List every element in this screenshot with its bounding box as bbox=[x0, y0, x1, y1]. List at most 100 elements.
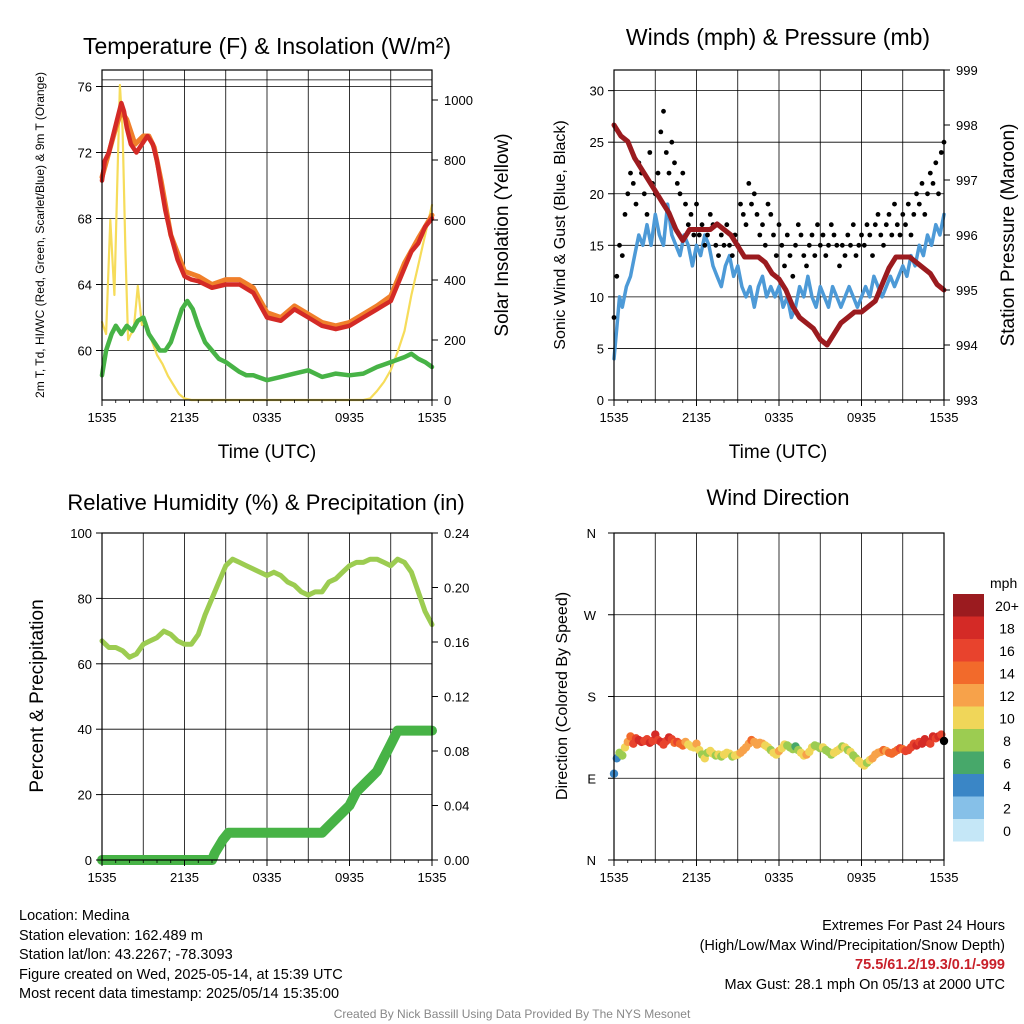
x-tick-label: 0935 bbox=[335, 410, 364, 425]
colorbar-swatch bbox=[953, 661, 984, 684]
colorbar-label: 12 bbox=[999, 688, 1015, 704]
gust-point bbox=[801, 253, 807, 258]
winds-y2-label: Station Pressure (Maroon) bbox=[998, 124, 1019, 347]
winds-x-label: Time (UTC) bbox=[729, 442, 828, 463]
gust-point bbox=[628, 170, 633, 176]
gust-point bbox=[933, 160, 939, 166]
gust-point bbox=[900, 212, 906, 217]
gust-point bbox=[749, 201, 754, 207]
gust-point bbox=[768, 212, 774, 217]
9m-t-line bbox=[99, 108, 435, 329]
station-pressure-line bbox=[611, 122, 947, 348]
y-tick-label: 30 bbox=[590, 84, 604, 99]
extremes-info: Extremes For Past 24 Hours (High/Low/Max… bbox=[700, 917, 1005, 995]
gust-point bbox=[672, 160, 677, 166]
gust-point bbox=[927, 170, 933, 176]
gust-point bbox=[820, 232, 826, 238]
y2-tick-label: 998 bbox=[956, 118, 978, 133]
gust-point bbox=[625, 191, 631, 197]
gust-point bbox=[663, 150, 669, 155]
gust-point bbox=[892, 201, 897, 207]
gust-point bbox=[738, 201, 743, 207]
y2-tick-label: 993 bbox=[956, 393, 978, 408]
gust-point bbox=[875, 212, 881, 217]
gust-point bbox=[804, 263, 809, 269]
x-tick-label: 2135 bbox=[170, 870, 199, 885]
gust-point bbox=[630, 181, 636, 186]
x-tick-label: 1535 bbox=[930, 870, 959, 885]
gust-point bbox=[883, 222, 889, 228]
y2-tick-label: 0.16 bbox=[444, 635, 469, 650]
station-latlon: Station lat/lon: 43.2267; -78.3093 bbox=[19, 947, 233, 963]
wind-direction-title: Wind Direction bbox=[706, 485, 849, 510]
gust-point bbox=[839, 242, 845, 248]
y-tick-label: 20 bbox=[590, 187, 604, 202]
gust-point bbox=[870, 253, 875, 258]
x-tick-label: 0335 bbox=[765, 410, 794, 425]
gust-point bbox=[936, 191, 941, 197]
y2-tick-label: 400 bbox=[444, 273, 466, 288]
y2-tick-label: 1000 bbox=[444, 93, 473, 108]
gust-point bbox=[617, 242, 622, 248]
gust-point bbox=[691, 232, 697, 238]
gust-point bbox=[872, 222, 878, 228]
colorbar-label: 16 bbox=[999, 643, 1015, 659]
direction-point bbox=[692, 739, 701, 748]
direction-point bbox=[618, 751, 627, 760]
gust-point bbox=[655, 170, 661, 176]
x-tick-label: 0335 bbox=[253, 410, 282, 425]
gust-point bbox=[680, 170, 686, 176]
y-tick-label: 0 bbox=[85, 853, 92, 868]
y-tick-label: 72 bbox=[78, 146, 92, 161]
temperature-y-label: 2m T, Td, HI/WC (Red, Green, Scarlet/Blu… bbox=[33, 72, 47, 398]
gust-point bbox=[859, 232, 864, 238]
y2-tick-label: 200 bbox=[444, 333, 466, 348]
gust-point bbox=[842, 253, 848, 258]
winds-ticks: 1535 2135 0335 0935 1535 0 5 10 15 20 25 30 993 994 99… bbox=[590, 63, 978, 425]
gust-point bbox=[793, 242, 798, 248]
gust-point bbox=[729, 253, 735, 258]
y-tick-label: 60 bbox=[78, 657, 92, 672]
gust-point bbox=[911, 212, 917, 217]
temperature-x-label: Time (UTC) bbox=[218, 442, 317, 463]
x-tick-label: 1535 bbox=[600, 410, 629, 425]
gust-point bbox=[707, 212, 713, 217]
gust-point bbox=[644, 212, 650, 217]
gust-point bbox=[850, 222, 856, 228]
gust-point bbox=[760, 222, 765, 228]
colorbar-swatch bbox=[953, 639, 984, 662]
gust-point bbox=[856, 242, 862, 248]
gust-point bbox=[641, 191, 647, 197]
gust-point bbox=[757, 232, 763, 238]
y2-tick-label: 800 bbox=[444, 153, 466, 168]
gust-point bbox=[834, 242, 840, 248]
colorbar-swatch bbox=[953, 819, 984, 842]
colorbar-label: 4 bbox=[1003, 778, 1011, 794]
gust-point bbox=[790, 273, 796, 279]
gust-point bbox=[776, 222, 782, 228]
winds-panel: 1535 2135 0335 0935 1535 0 5 10 15 20 25 30 993 994 99… bbox=[552, 24, 1019, 463]
y2-tick-label: 996 bbox=[956, 228, 978, 243]
y2-tick-label: 0.24 bbox=[444, 526, 469, 541]
wind-direction-panel: 1535 2135 0335 0935 1535 N E S W N Wind Direction… bbox=[554, 485, 1019, 885]
x-tick-label: 1535 bbox=[88, 870, 117, 885]
winds-grid bbox=[614, 70, 944, 400]
temperature-grid bbox=[102, 70, 432, 400]
humidity-ticks: 1535 2135 0335 0935 1535 0 20 40 60 80 100 0.00 0.04… bbox=[70, 526, 469, 885]
y2-tick-label: 0.04 bbox=[444, 799, 469, 814]
y-tick-label: 5 bbox=[597, 341, 604, 356]
recent-timestamp: Most recent data timestamp: 2025/05/14 1… bbox=[19, 986, 340, 1002]
colorbar-label: 10 bbox=[999, 711, 1015, 727]
gust-point bbox=[861, 242, 867, 248]
x-tick-label: 2135 bbox=[682, 410, 711, 425]
y2-tick-label: 997 bbox=[956, 173, 978, 188]
gust-point bbox=[683, 201, 688, 207]
gust-point bbox=[633, 201, 639, 207]
station-info: Location: Medina Station elevation: 162.… bbox=[19, 907, 343, 1005]
x-tick-label: 1535 bbox=[418, 410, 447, 425]
gust-point bbox=[889, 232, 895, 238]
gust-point bbox=[867, 232, 873, 238]
gust-point bbox=[916, 201, 922, 207]
extremes-heading: Extremes For Past 24 Hours bbox=[822, 918, 1005, 934]
